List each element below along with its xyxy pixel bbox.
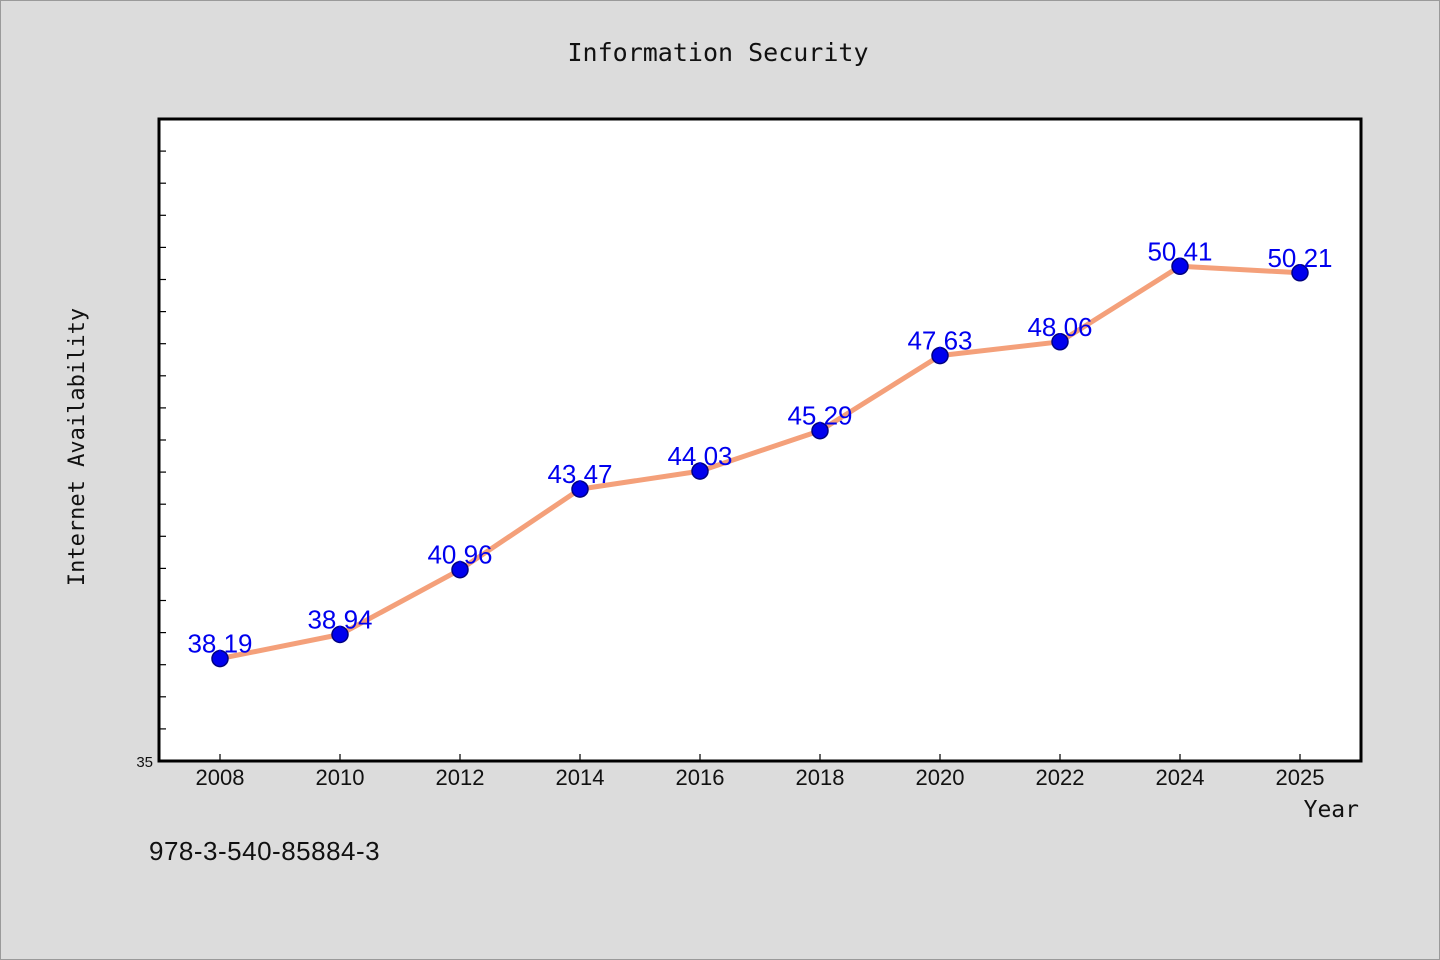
x-tick-label: 2018 [796,765,845,790]
series-line [217,263,1303,662]
chart-title: Information Security [567,38,868,67]
data-point-marker [1171,257,1189,276]
data-label: 38.94 [307,605,372,635]
x-axis-label: Year [1304,797,1359,823]
x-tick-label: 2022 [1036,765,1085,790]
data-label: 50.41 [1147,236,1212,266]
data-label: 40.96 [427,540,492,570]
x-axis-tick-labels: 2008 2010 2012 2014 2016 2018 2020 2022 2024 2025 [196,765,1325,790]
x-tick-label: 2014 [556,765,605,790]
data-labels: 38.19 38.94 40.96 43.47 44.03 45.29 47.63 48.06… [187,236,1332,658]
data-label: 43.47 [547,459,612,489]
data-label: 48.06 [1027,312,1092,342]
x-tick-label: 2012 [436,765,485,790]
data-point-marker [1291,264,1309,282]
data-point-marker [811,421,829,440]
series-markers [211,257,1309,668]
footnote-isbn: 978-3-540-85884-3 [149,836,381,866]
data-label: 47.63 [907,326,972,356]
y-axis-label: Internet Availability [65,308,90,586]
y-tick-label: 35 [136,754,153,771]
data-label: 45.29 [787,401,852,431]
data-label: 38.19 [187,629,252,659]
x-tick-label: 2024 [1156,765,1205,790]
plot-area [157,117,1363,763]
data-point-marker [931,346,949,365]
x-tick-label: 2020 [916,765,965,790]
data-point-marker [571,480,589,498]
data-point-marker [331,625,349,644]
x-tick-label: 2010 [316,765,365,790]
x-axis-ticks [219,754,1301,762]
y-axis-tick-labels: 35 [136,754,153,771]
data-label: 44.03 [667,441,732,471]
y-axis-ticks [158,118,166,762]
data-label: 50.21 [1267,243,1332,273]
data-point-marker [1051,333,1069,351]
data-point-marker [691,462,709,480]
data-point-marker [211,649,229,668]
data-point-marker [451,560,469,579]
x-tick-label: 2025 [1276,765,1325,790]
x-tick-label: 2008 [196,765,245,790]
x-tick-label: 2016 [676,765,725,790]
